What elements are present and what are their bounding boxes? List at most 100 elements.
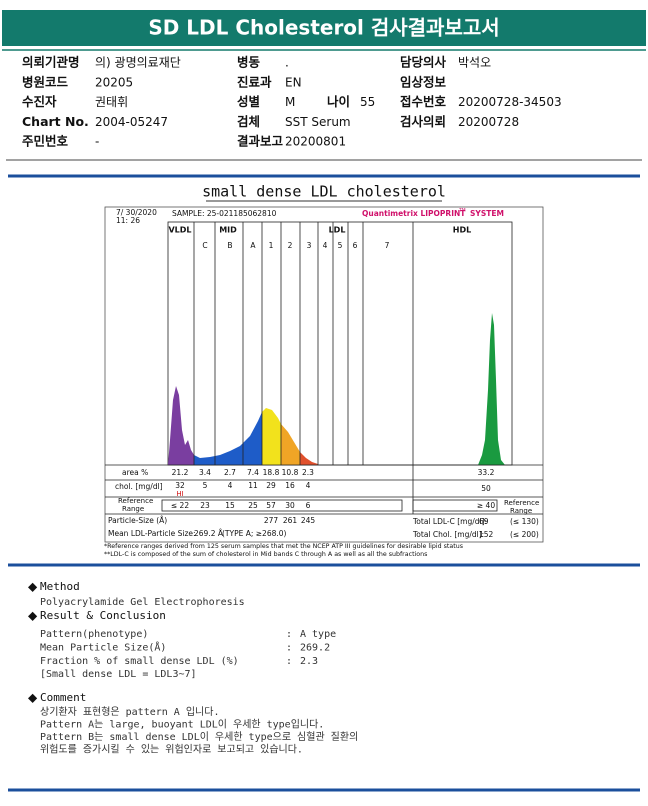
band-group-label: MID <box>219 226 237 235</box>
chol-value: 5 <box>203 481 208 490</box>
comment-line: Pattern B는 small dense LDL이 우세한 type으로 심… <box>40 730 358 743</box>
subfraction-label: 7 <box>385 241 390 250</box>
result-value: A type <box>300 629 336 640</box>
result-label: Mean Particle Size(Å) <box>40 641 166 654</box>
area-value: 3.4 <box>199 468 211 477</box>
result-label: Fraction % of small dense LDL (%) <box>40 656 239 667</box>
chol-value: 11 <box>248 481 258 490</box>
separator: : <box>286 629 292 640</box>
info-value: M <box>285 95 295 109</box>
reference-value: 15 <box>225 501 235 510</box>
timestamp: 7/ 30/2020 <box>116 208 157 217</box>
system-name: Quantimetrix LIPOPRINT <box>362 209 466 218</box>
total-label: Total LDL-C [mg/dl]: <box>412 517 487 526</box>
band-group-label: HDL <box>453 226 471 235</box>
chol-value: 4 <box>306 481 311 490</box>
chol-value: 4 <box>228 481 233 490</box>
ref-box <box>161 499 403 512</box>
info-value: . <box>285 56 289 70</box>
reference-value: ≤ 22 <box>171 501 189 510</box>
mean-size-note: (TYPE A; ≥268.0) <box>222 529 287 538</box>
area-value: 10.8 <box>282 468 299 477</box>
reference-value: 25 <box>248 501 258 510</box>
info-value: 20200801 <box>285 135 346 149</box>
section-text: Polyacrylamide Gel Electrophoresis <box>40 597 245 608</box>
size-value: 277 <box>264 516 279 525</box>
bullet: ◆ <box>28 580 38 594</box>
info-label: 나이 <box>327 94 350 109</box>
subfraction-label: 4 <box>323 241 328 250</box>
info-label: 결과보고 <box>237 134 284 149</box>
reference-value: 30 <box>285 501 295 510</box>
hdl-value: 33.2 <box>478 468 495 477</box>
info-label: 수진자 <box>22 94 57 109</box>
info-label: 검체 <box>237 114 260 129</box>
subfraction-label: B <box>227 241 232 250</box>
info-label: 접수번호 <box>400 94 447 109</box>
result-note: [Small dense LDL = LDL3~7] <box>40 669 197 680</box>
subfraction-label: 3 <box>307 241 312 250</box>
info-value: 20205 <box>95 75 133 89</box>
chol-value: 29 <box>266 481 276 490</box>
row-label: Mean LDL-Particle Size: <box>108 529 196 538</box>
info-label: 주민번호 <box>22 134 69 149</box>
row-label: Reference <box>118 497 153 505</box>
info-label: Chart No. <box>22 114 89 129</box>
hdl-value: ≥ 40 <box>477 501 495 510</box>
info-label: 성별 <box>237 94 260 109</box>
info-value: 55 <box>360 95 375 109</box>
result-value: 2.3 <box>300 656 318 667</box>
ldl2-peak <box>281 424 300 465</box>
densitogram <box>168 313 505 465</box>
system-name: SYSTEM <box>470 209 504 218</box>
row-label: Range <box>510 507 532 515</box>
result-label: Pattern(phenotype) <box>40 629 148 640</box>
bullet: ◆ <box>28 609 38 623</box>
info-value: 권태휘 <box>95 95 128 109</box>
chart-frame <box>104 206 544 543</box>
hdl-value: 50 <box>481 484 491 493</box>
band-group-label: LDL <box>329 226 346 235</box>
reference-value: 23 <box>200 501 210 510</box>
section-title: Comment <box>40 691 86 704</box>
area-value: 7.4 <box>247 468 259 477</box>
footnote: *Reference ranges derived from 125 serum… <box>104 543 463 550</box>
info-label: 병원코드 <box>22 74 69 89</box>
info-label: 의뢰기관명 <box>22 55 80 70</box>
footnote: **LDL-C is composed of the sum of choles… <box>104 551 427 558</box>
result-value: 269.2 <box>300 643 330 654</box>
info-label: 담당의사 <box>400 55 447 70</box>
mean-size: 269.2 Å <box>194 529 224 538</box>
bullet: ◆ <box>28 691 38 705</box>
info-value: 의) 광명의료재단 <box>95 56 181 70</box>
system-sup: TM <box>458 208 466 214</box>
subfraction-label: 5 <box>338 241 343 250</box>
info-label: 병동 <box>237 55 261 70</box>
area-value: 2.7 <box>224 468 236 477</box>
area-value: 2.3 <box>302 468 314 477</box>
ldl1-peak <box>262 408 281 465</box>
total-range: (≤ 130) <box>510 517 539 526</box>
subfraction-label: 1 <box>269 241 274 250</box>
row-label: Particle-Size (Å) <box>108 516 167 525</box>
info-value: SST Serum <box>285 115 351 129</box>
info-value: 박석오 <box>458 56 491 70</box>
info-value: 2004-05247 <box>95 115 168 129</box>
row-label: chol. [mg/dl] <box>115 482 163 491</box>
sample-id: SAMPLE: 25-021185062810 <box>172 209 277 218</box>
flag: HI <box>176 490 183 498</box>
area-value: 21.2 <box>172 468 189 477</box>
total-value: 152 <box>479 530 494 539</box>
info-label: 검사의뢰 <box>400 114 446 129</box>
separator: : <box>286 643 292 654</box>
info-value: - <box>95 135 99 149</box>
total-label: Total Chol. [mg/dl]: <box>412 530 484 539</box>
separator: : <box>286 656 292 667</box>
comment-line: 상기환자 표현형은 pattern A 입니다. <box>40 705 219 718</box>
section-title: Method <box>40 580 80 593</box>
info-value: 20200728-34503 <box>458 95 562 109</box>
chol-value: 16 <box>285 481 295 490</box>
info-label: 임상정보 <box>400 74 447 89</box>
